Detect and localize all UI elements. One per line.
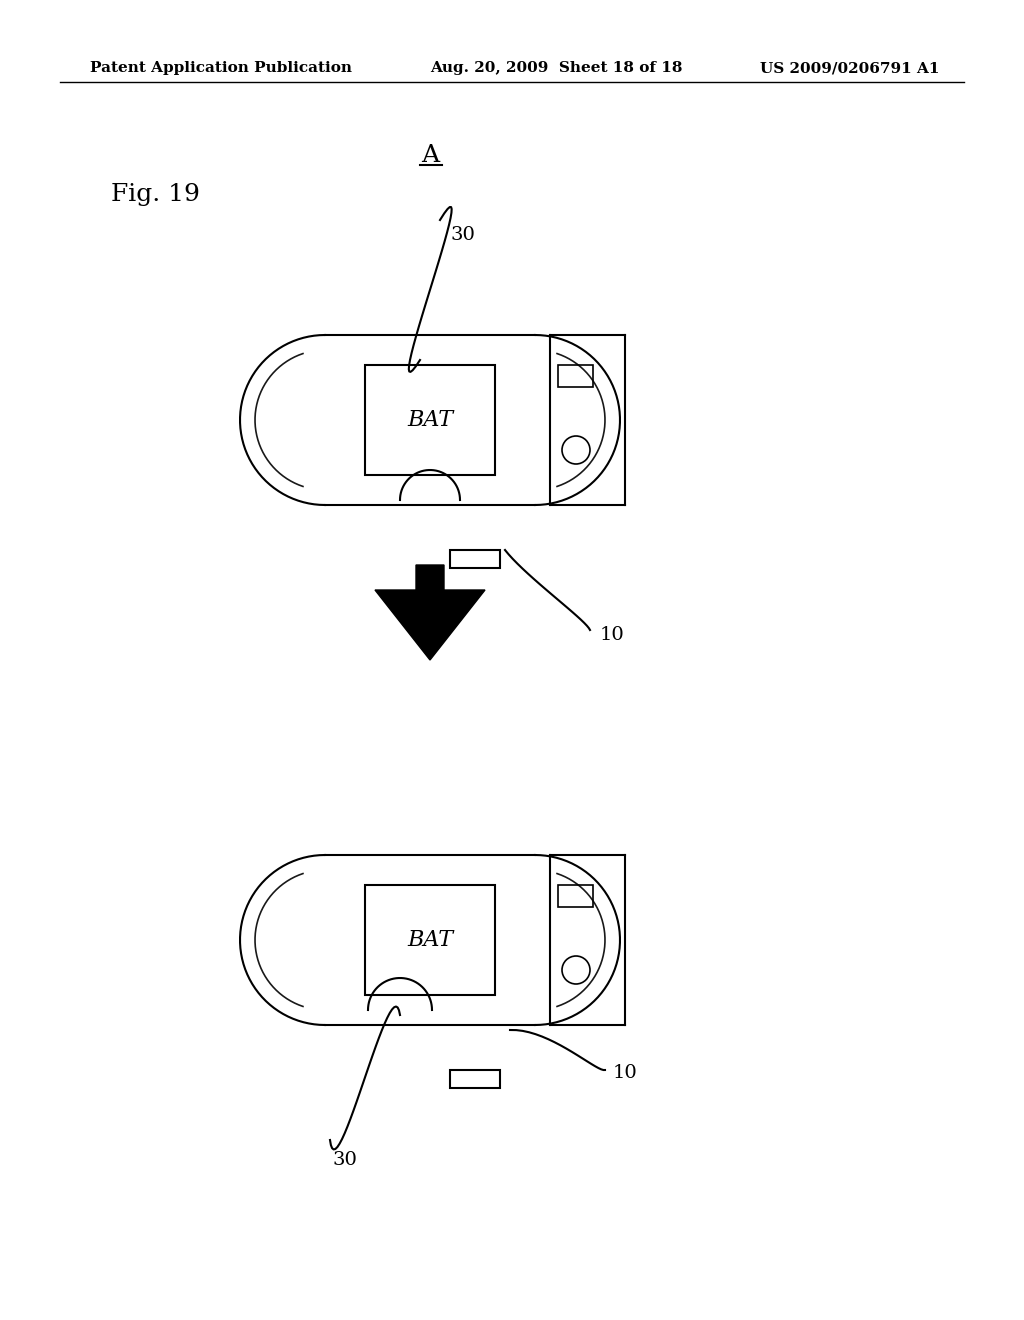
Text: 10: 10 — [613, 1064, 638, 1082]
Text: 30: 30 — [450, 226, 475, 244]
Text: US 2009/0206791 A1: US 2009/0206791 A1 — [760, 61, 939, 75]
Text: A: A — [421, 144, 439, 166]
FancyArrow shape — [375, 565, 485, 660]
Bar — [450, 1071, 500, 1088]
Text: Aug. 20, 2009  Sheet 18 of 18: Aug. 20, 2009 Sheet 18 of 18 — [430, 61, 683, 75]
Bar — [558, 884, 593, 907]
Text: BAT: BAT — [407, 409, 453, 432]
Text: BAT: BAT — [407, 929, 453, 950]
Text: 30: 30 — [333, 1151, 357, 1170]
Bar — [558, 366, 593, 387]
Text: Fig. 19: Fig. 19 — [111, 183, 200, 206]
Text: 10: 10 — [600, 626, 625, 644]
Text: Patent Application Publication: Patent Application Publication — [90, 61, 352, 75]
Bar — [450, 550, 500, 568]
Bar — [365, 884, 495, 995]
Bar — [365, 366, 495, 475]
